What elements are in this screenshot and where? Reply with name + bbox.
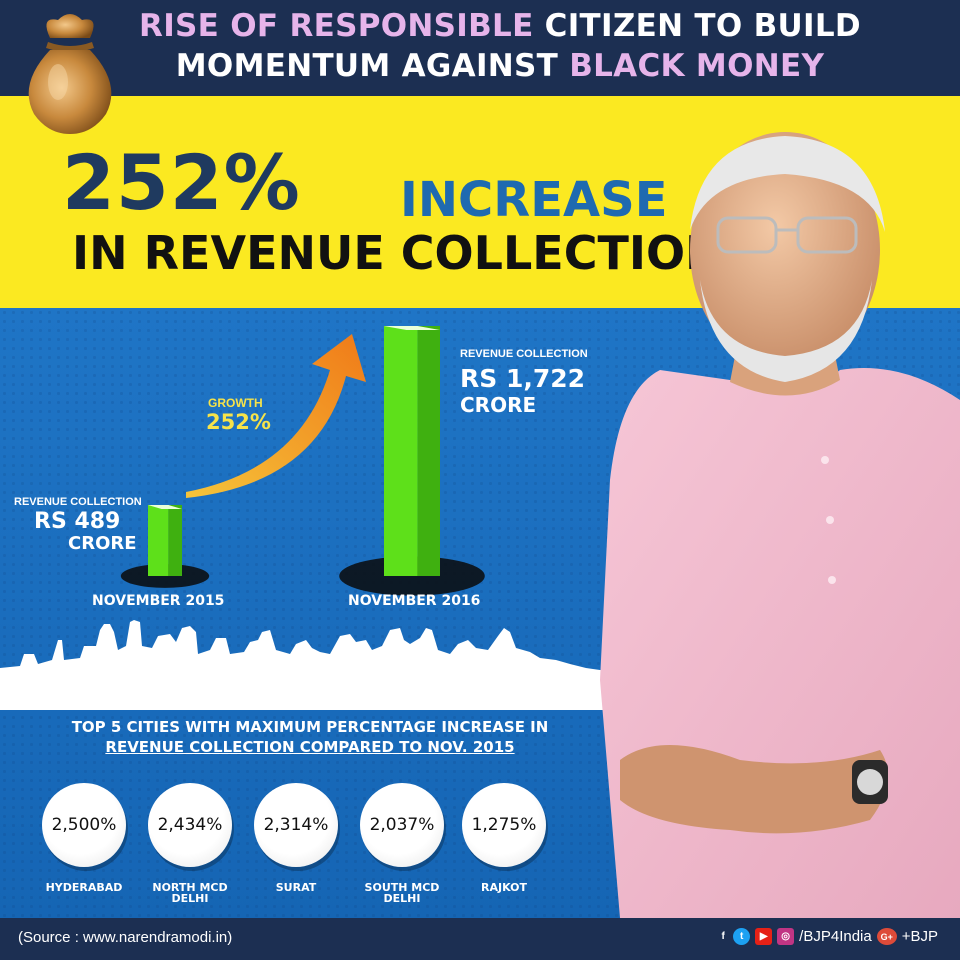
city-percent-circle: 2,314% — [254, 783, 338, 867]
twitter-icon[interactable]: t — [733, 928, 751, 945]
bar-1-value: RS 489 — [34, 509, 121, 534]
social-handle[interactable]: /BJP4India — [799, 928, 872, 945]
youtube-icon[interactable]: ▶ — [755, 928, 773, 945]
bar-side-1 — [168, 505, 182, 576]
city-name: HYDERABAD — [45, 881, 123, 894]
bar-2-value: RS 1,722 — [460, 364, 586, 393]
google-plus-icon[interactable]: G+ — [876, 928, 897, 945]
cities-heading-line-2: REVENUE COLLECTION COMPARED TO NOV. 2015 — [105, 738, 515, 756]
city-percent-circle: 1,275% — [462, 783, 546, 867]
bar-1 — [148, 505, 169, 576]
instagram-icon[interactable]: ◎ — [777, 928, 795, 945]
cities-heading-line-1: TOP 5 CITIES WITH MAXIMUM PERCENTAGE INC… — [71, 718, 549, 736]
bar-1-month: NOVEMBER 2015 — [92, 593, 225, 609]
city-name: SURAT — [275, 881, 317, 894]
speaker-portrait — [600, 132, 960, 918]
headline-subtitle: IN REVENUE COLLECTION — [72, 226, 724, 280]
facebook-icon[interactable]: f — [721, 931, 725, 942]
bar-side-2 — [417, 326, 440, 576]
city-percent-circle: 2,434% — [148, 783, 232, 867]
page-title-line-2: MOMENTUM AGAINST BLACK MONEY — [175, 48, 825, 84]
city-name: RAJKOT — [481, 881, 527, 894]
bar-1-caption: REVENUE COLLECTION — [14, 496, 142, 508]
city-name: NORTH MCD DELHI — [152, 881, 228, 905]
source-note: (Source : www.narendramodi.in) — [18, 929, 233, 946]
google-plus-handle[interactable]: +BJP — [901, 928, 938, 945]
bar-top-1 — [148, 505, 182, 510]
growth-label: GROWTH — [208, 396, 263, 410]
bar-2 — [384, 326, 418, 576]
bar-2-unit: CRORE — [460, 393, 537, 417]
bar-1-unit: CRORE — [68, 533, 137, 554]
money-bag-icon — [28, 14, 112, 134]
footer-band — [0, 918, 960, 960]
page-title-line-1: RISE OF RESPONSIBLE CITIZEN TO BUILD — [139, 8, 861, 44]
growth-arrow — [186, 334, 366, 498]
city-name: SOUTH MCD DELHI — [364, 881, 440, 905]
bar-2-caption: REVENUE COLLECTION — [460, 348, 588, 360]
growth-value: 252% — [206, 410, 271, 434]
city-skyline — [0, 620, 620, 710]
city-percent-circle: 2,500% — [42, 783, 126, 867]
revenue-bar-chart — [120, 326, 485, 596]
header-band — [0, 0, 960, 96]
bar-top-2 — [384, 326, 440, 330]
headline-increase: INCREASE — [400, 172, 668, 228]
bar-2-month: NOVEMBER 2016 — [348, 593, 481, 609]
social-links: f t ▶ ◎ /BJP4India G+ +BJP — [718, 928, 938, 945]
headline-percent: 252% — [62, 138, 301, 227]
city-percent-circle: 2,037% — [360, 783, 444, 867]
